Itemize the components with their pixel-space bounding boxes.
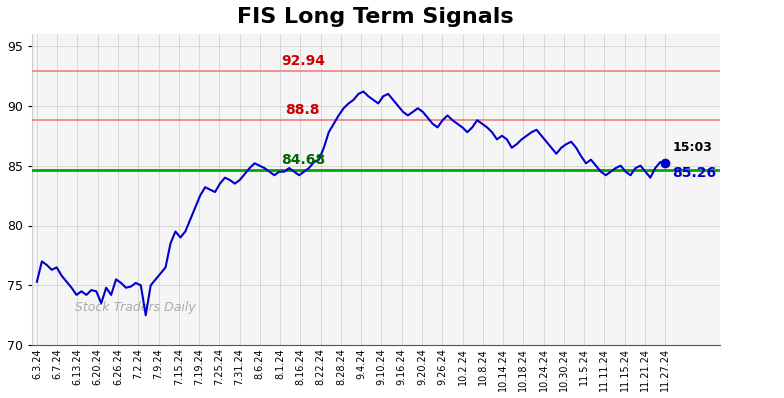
Text: 85.26: 85.26 <box>673 166 717 180</box>
Title: FIS Long Term Signals: FIS Long Term Signals <box>238 7 514 27</box>
Text: 88.8: 88.8 <box>285 103 320 117</box>
Text: 15:03: 15:03 <box>673 141 713 154</box>
Text: 84.68: 84.68 <box>281 152 325 166</box>
Text: Stock Traders Daily: Stock Traders Daily <box>74 301 195 314</box>
Text: 92.94: 92.94 <box>281 54 325 68</box>
